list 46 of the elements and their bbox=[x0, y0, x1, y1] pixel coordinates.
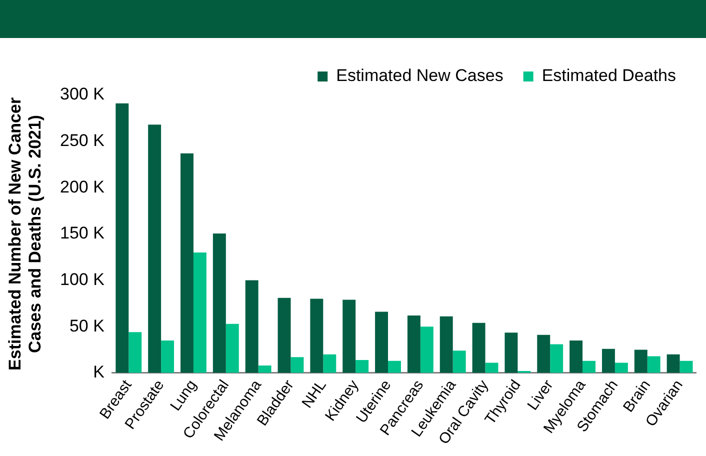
bar bbox=[485, 362, 498, 373]
bar bbox=[614, 362, 628, 373]
bar bbox=[290, 357, 304, 373]
bar bbox=[680, 360, 693, 373]
legend-label: Estimated Deaths bbox=[542, 66, 676, 86]
bar bbox=[550, 344, 564, 373]
bar bbox=[388, 360, 401, 373]
bar bbox=[278, 298, 291, 373]
bar bbox=[128, 332, 142, 373]
bar bbox=[602, 348, 615, 373]
y-tick-label: 100 K bbox=[60, 270, 106, 289]
bar bbox=[666, 354, 680, 373]
bar bbox=[226, 324, 239, 373]
x-tick-label: NHL bbox=[298, 376, 330, 412]
bar bbox=[647, 356, 660, 373]
bar bbox=[452, 350, 466, 373]
bar bbox=[472, 322, 486, 373]
bar bbox=[537, 334, 550, 373]
y-tick-label: 50 K bbox=[69, 316, 106, 336]
y-tick-label: K bbox=[93, 362, 106, 382]
y-tick-label: 300 K bbox=[60, 84, 106, 104]
bar bbox=[420, 326, 434, 373]
bar bbox=[258, 366, 272, 373]
bar bbox=[504, 332, 518, 373]
bar bbox=[148, 124, 162, 373]
y-axis-title: Estimated Number of New Cancer Cases and Deaths (U.S. 2021) bbox=[6, 97, 45, 370]
bar bbox=[212, 233, 226, 373]
y-tick-label: 250 K bbox=[60, 131, 106, 150]
bar bbox=[342, 300, 356, 373]
bar bbox=[193, 252, 206, 373]
bar bbox=[440, 316, 453, 373]
bar bbox=[570, 340, 583, 373]
bar bbox=[582, 360, 596, 373]
bar bbox=[323, 354, 336, 373]
bar bbox=[161, 340, 174, 373]
bar bbox=[180, 153, 194, 373]
y-tick-label: 200 K bbox=[60, 177, 106, 196]
bar bbox=[245, 280, 258, 373]
y-tick-label: 150 K bbox=[60, 224, 106, 243]
bar bbox=[375, 312, 388, 373]
bar bbox=[116, 103, 129, 373]
legend-label: Estimated New Cases bbox=[336, 66, 504, 86]
bar bbox=[310, 298, 324, 373]
bar bbox=[634, 350, 648, 373]
bar bbox=[407, 315, 420, 373]
bar bbox=[356, 360, 369, 373]
